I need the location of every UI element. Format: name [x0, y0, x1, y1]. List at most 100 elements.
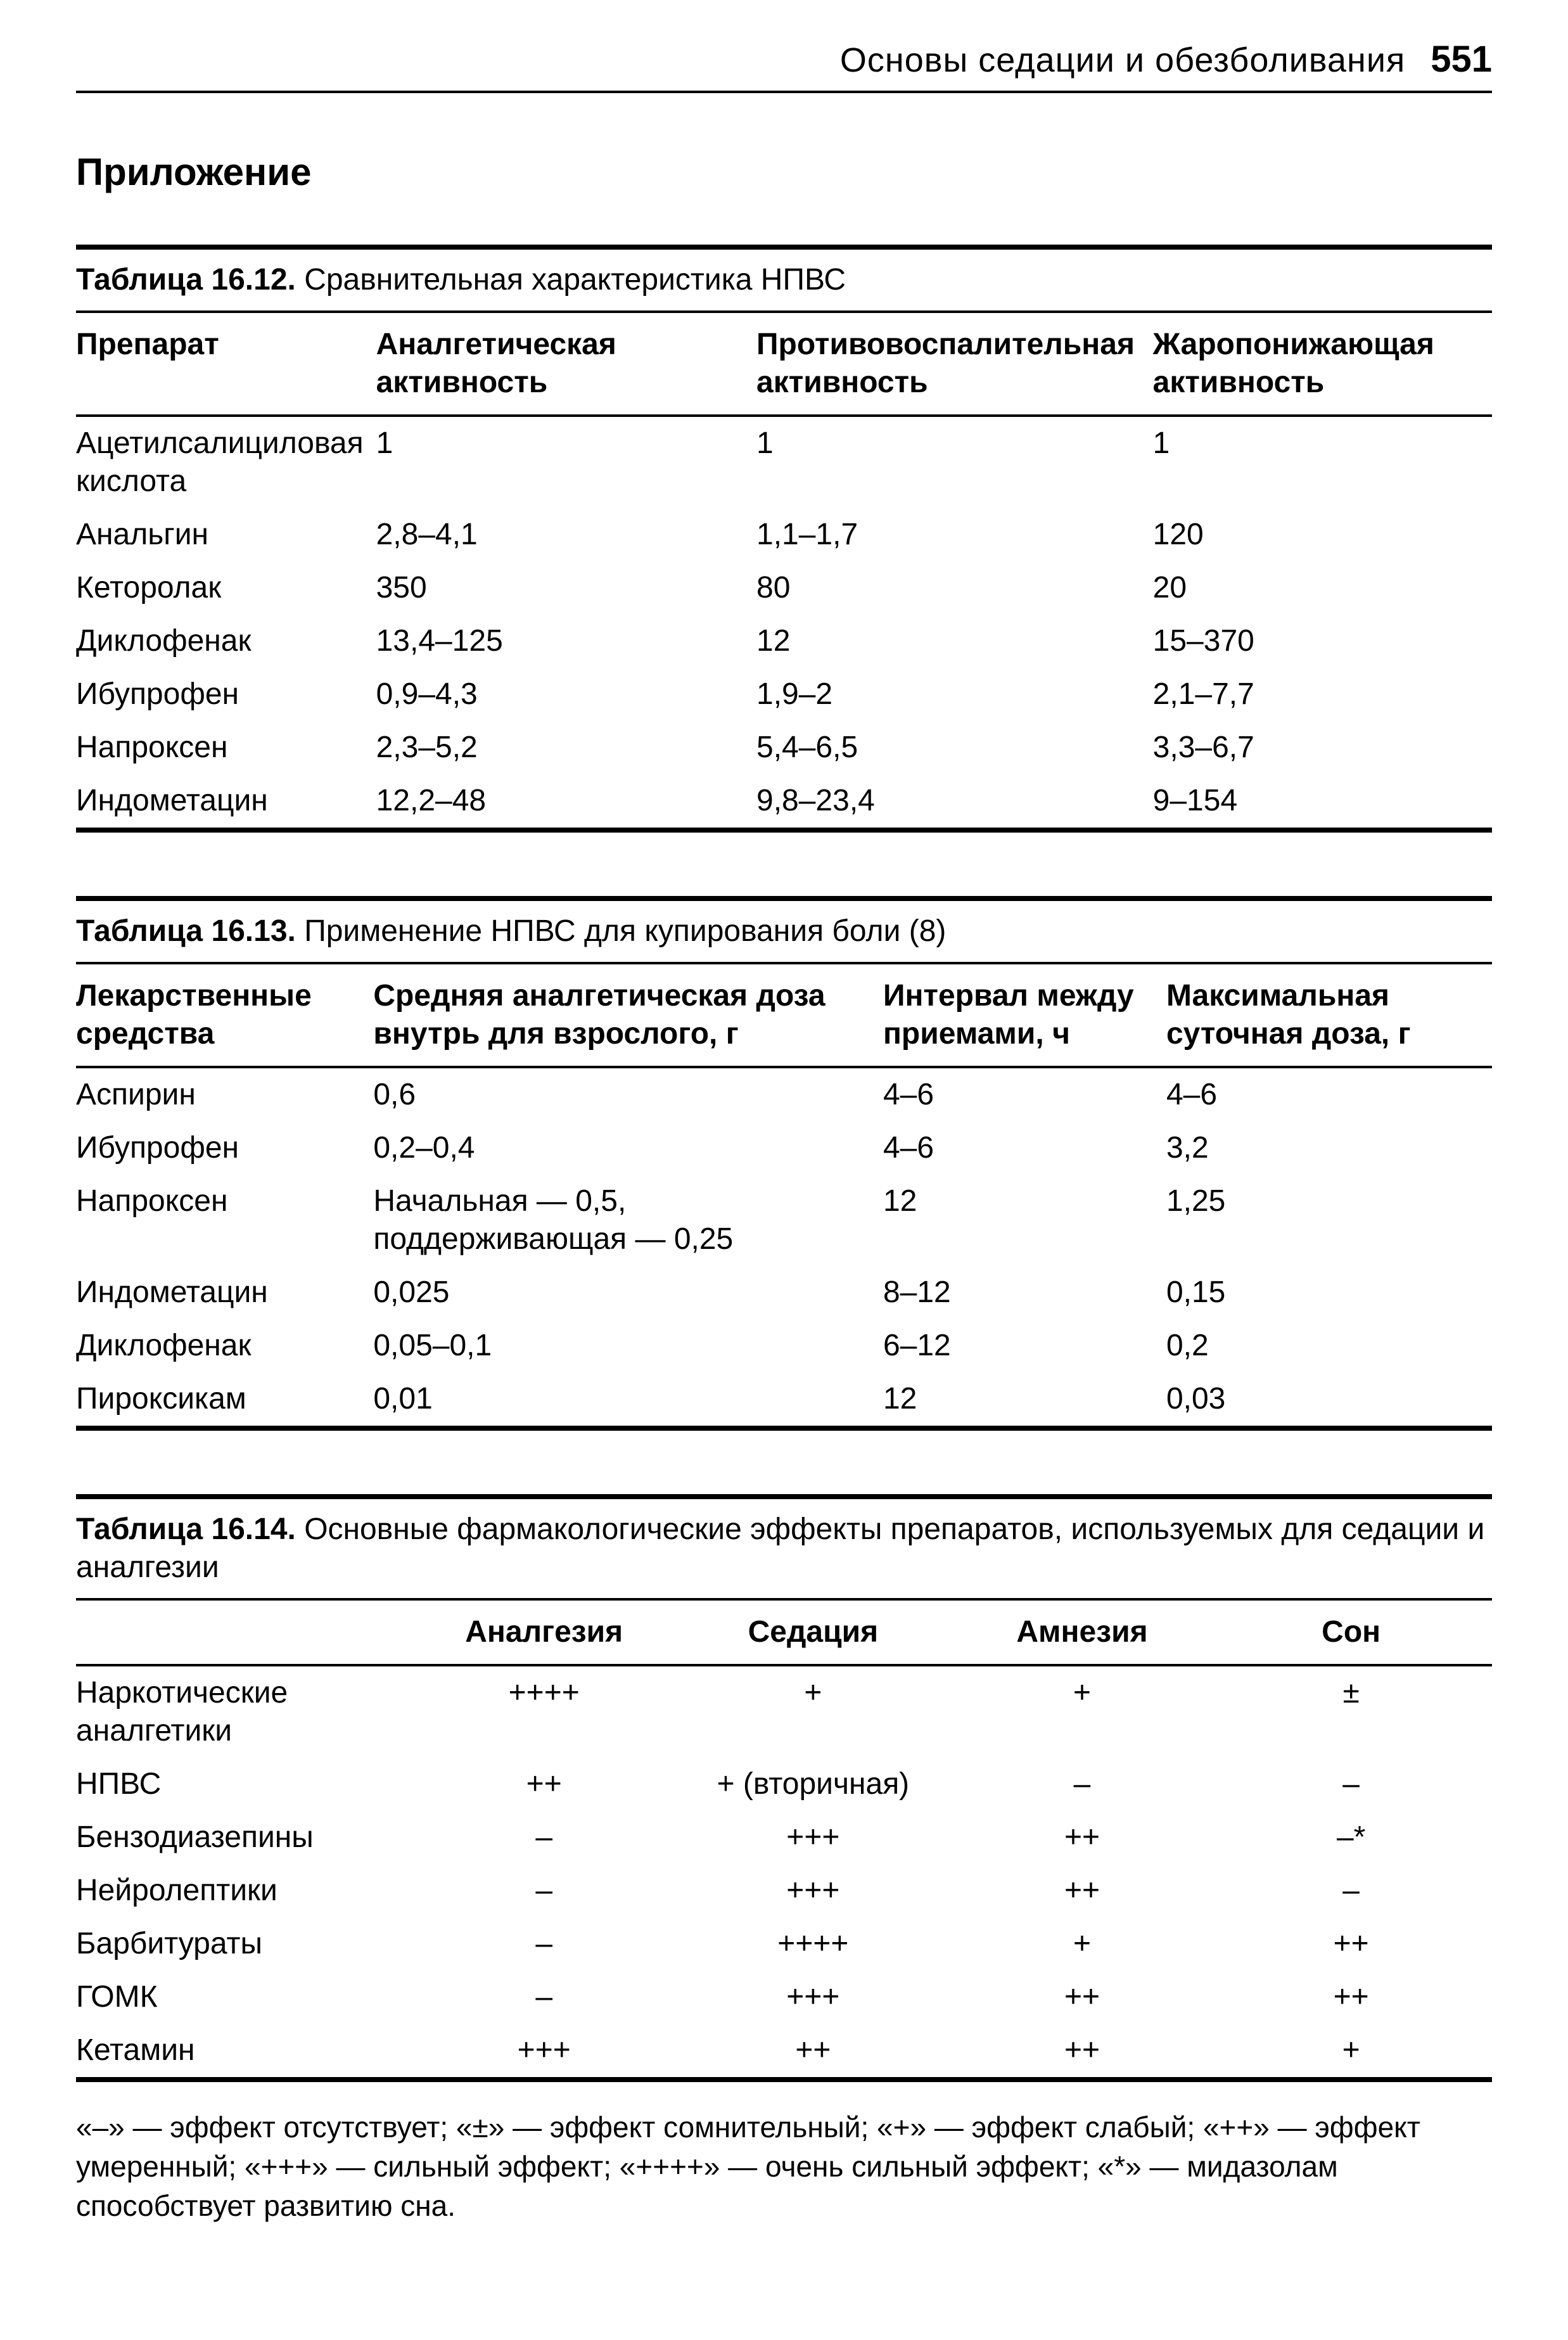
cell: Наркотические аналгетики [76, 1665, 416, 1758]
cell: ++ [954, 1971, 1223, 2024]
cell: Индометацин [76, 1266, 373, 1319]
cell: 12,2–48 [376, 774, 756, 830]
cell: 0,03 [1166, 1372, 1492, 1428]
cell: ++ [1223, 1971, 1492, 2024]
cell: ++++ [685, 1917, 954, 1971]
cell: 0,6 [373, 1067, 883, 1122]
table-16-14-caption: Таблица 16.14. Основные фармакологически… [76, 1494, 1492, 1598]
cell: 6–12 [883, 1319, 1166, 1372]
table-row: Барбитураты – ++++ + ++ [76, 1917, 1492, 1971]
table-row: Ибупрофен 0,2–0,4 4–6 3,2 [76, 1122, 1492, 1175]
cell: ± [1223, 1665, 1492, 1758]
cell: 3,2 [1166, 1122, 1492, 1175]
cell: Индометацин [76, 774, 376, 830]
table-row: Пироксикам 0,01 12 0,03 [76, 1372, 1492, 1428]
cell: 0,05–0,1 [373, 1319, 883, 1372]
cell: +++ [685, 1971, 954, 2024]
cell: ++ [685, 2024, 954, 2080]
table-row: Ибупрофен 0,9–4,3 1,9–2 2,1–7,7 [76, 668, 1492, 721]
cell: Барбитураты [76, 1917, 416, 1971]
cell: 1,9–2 [756, 668, 1153, 721]
col-header: Аналгезия [416, 1599, 685, 1665]
cell: 0,15 [1166, 1266, 1492, 1319]
col-header: Аналгетическая активность [376, 312, 756, 416]
col-header: Препарат [76, 312, 376, 416]
cell: 1 [1153, 416, 1492, 508]
cell: – [416, 1864, 685, 1917]
table-16-12-caption-rest: Сравнительная характеристика НПВС [296, 263, 846, 297]
cell: 15–370 [1153, 615, 1492, 668]
col-header: Лекарственные средства [76, 963, 373, 1067]
table-row: НПВС ++ + (вторичная) – – [76, 1758, 1492, 1811]
cell: 12 [883, 1372, 1166, 1428]
cell: 1,1–1,7 [756, 508, 1153, 561]
table-16-13-block: Таблица 16.13. Применение НПВС для купир… [76, 896, 1492, 1431]
table-row: Бензодиазепины – +++ ++ –* [76, 1811, 1492, 1864]
cell: + [685, 1665, 954, 1758]
table-row: Напроксен Начальная — 0,5, поддерживающа… [76, 1175, 1492, 1266]
cell: 0,2–0,4 [373, 1122, 883, 1175]
cell: 80 [756, 561, 1153, 615]
section-heading: Приложение [76, 150, 1492, 194]
cell: – [416, 1811, 685, 1864]
table-row: Диклофенак 13,4–125 12 15–370 [76, 615, 1492, 668]
table-row: Нейролептики – +++ ++ – [76, 1864, 1492, 1917]
cell: Ибупрофен [76, 668, 376, 721]
table-header-row: Препарат Аналгетическая активность Проти… [76, 312, 1492, 416]
cell: 120 [1153, 508, 1492, 561]
table-row: Наркотические аналгетики ++++ + + ± [76, 1665, 1492, 1758]
cell: ++ [416, 1758, 685, 1811]
cell: Кеторолак [76, 561, 376, 615]
table-row: Напроксен 2,3–5,2 5,4–6,5 3,3–6,7 [76, 721, 1492, 774]
table-16-12-caption: Таблица 16.12. Сравнительная характерист… [76, 245, 1492, 310]
cell: 13,4–125 [376, 615, 756, 668]
table-16-13-caption-rest: Применение НПВС для купирования боли (8) [296, 914, 947, 948]
cell: +++ [685, 1811, 954, 1864]
cell: Кетамин [76, 2024, 416, 2080]
cell: ++ [954, 1811, 1223, 1864]
table-row: ГОМК – +++ ++ ++ [76, 1971, 1492, 2024]
col-header: Интервал между приемами, ч [883, 963, 1166, 1067]
table-row: Индометацин 0,025 8–12 0,15 [76, 1266, 1492, 1319]
cell: + (вторичная) [685, 1758, 954, 1811]
cell: 2,1–7,7 [1153, 668, 1492, 721]
col-header: Максимальная суточная доза, г [1166, 963, 1492, 1067]
col-header: Средняя аналгетическая доза внутрь для в… [373, 963, 883, 1067]
table-16-12-block: Таблица 16.12. Сравнительная характерист… [76, 245, 1492, 833]
cell: ГОМК [76, 1971, 416, 2024]
cell: ++++ [416, 1665, 685, 1758]
cell: Ибупрофен [76, 1122, 373, 1175]
cell: 4–6 [883, 1067, 1166, 1122]
cell: Ацетилсалициловая кислота [76, 416, 376, 508]
cell: Нейролептики [76, 1864, 416, 1917]
cell: + [954, 1917, 1223, 1971]
col-header: Седация [685, 1599, 954, 1665]
cell: Напроксен [76, 1175, 373, 1266]
cell: 350 [376, 561, 756, 615]
cell: – [954, 1758, 1223, 1811]
cell: 20 [1153, 561, 1492, 615]
running-header: Основы седации и обезболивания 551 [76, 38, 1492, 93]
cell: 9–154 [1153, 774, 1492, 830]
cell: – [416, 1971, 685, 2024]
table-16-13-caption-bold: Таблица 16.13. [76, 914, 296, 948]
cell: 2,8–4,1 [376, 508, 756, 561]
col-header [76, 1599, 416, 1665]
cell: Диклофенак [76, 1319, 373, 1372]
table-16-13-caption: Таблица 16.13. Применение НПВС для купир… [76, 896, 1492, 962]
cell: 9,8–23,4 [756, 774, 1153, 830]
cell: 2,3–5,2 [376, 721, 756, 774]
cell: – [1223, 1758, 1492, 1811]
table-row: Индометацин 12,2–48 9,8–23,4 9–154 [76, 774, 1492, 830]
cell: 5,4–6,5 [756, 721, 1153, 774]
table-row: Кеторолак 350 80 20 [76, 561, 1492, 615]
table-16-12-caption-bold: Таблица 16.12. [76, 263, 296, 297]
cell: Напроксен [76, 721, 376, 774]
cell: 1 [756, 416, 1153, 508]
cell: ++ [954, 1864, 1223, 1917]
table-16-14-footnote: «–» — эффект отсутствует; «±» — эффект с… [76, 2107, 1492, 2225]
cell: 12 [756, 615, 1153, 668]
cell: ++ [1223, 1917, 1492, 1971]
cell: 0,2 [1166, 1319, 1492, 1372]
table-row: Анальгин 2,8–4,1 1,1–1,7 120 [76, 508, 1492, 561]
